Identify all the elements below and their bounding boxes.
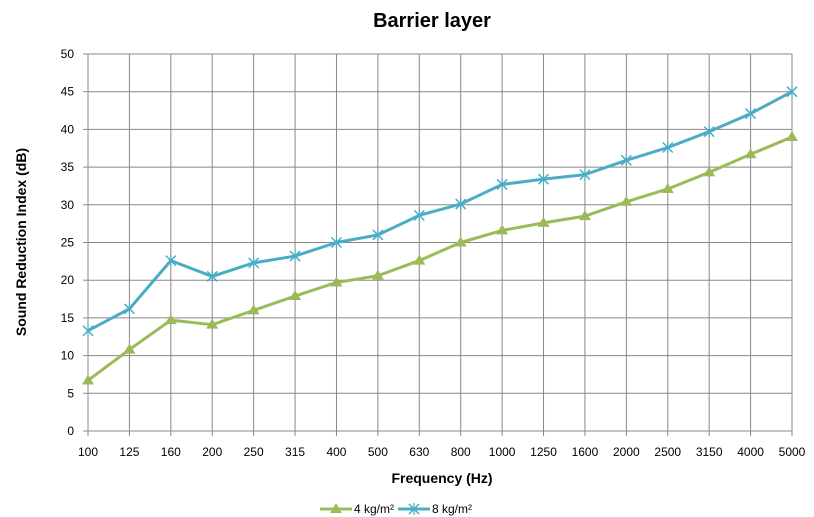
- data-point-x: [123, 302, 135, 315]
- series-line: [87, 135, 793, 382]
- grid-lines: [83, 53, 793, 436]
- series-lines: [82, 85, 798, 385]
- series-line: [87, 90, 793, 333]
- x-tick-label: 500: [368, 445, 388, 459]
- legend: 4 kg/m² 8 kg/m²: [320, 502, 472, 516]
- x-tick-label: 3150: [696, 445, 723, 459]
- data-point-x: [413, 209, 425, 222]
- x-tick-label: 400: [326, 445, 346, 459]
- y-tick-label: 10: [61, 349, 75, 363]
- x-tick-label: 1600: [572, 445, 599, 459]
- data-point-triangle: [123, 343, 136, 354]
- data-point-triangle: [164, 314, 177, 325]
- data-point-triangle: [454, 236, 467, 247]
- x-tick-label: 315: [285, 445, 305, 459]
- y-tick-label: 45: [61, 85, 75, 99]
- y-tick-label: 30: [61, 198, 75, 212]
- data-point-x: [206, 270, 218, 283]
- legend-item: 4 kg/m²: [320, 502, 394, 516]
- data-point-x: [745, 107, 757, 120]
- x-axis-ticks: 100 125 160 200 250 315 400 500 630 800 1000 1250 16…: [78, 445, 806, 459]
- data-point-triangle: [744, 148, 757, 159]
- y-tick-label: 25: [61, 236, 75, 250]
- y-tick-label: 5: [67, 386, 74, 400]
- y-axis-ticks: 0 5 10 15 20 25 30 35 40 45 50: [61, 47, 75, 438]
- data-point-x: [496, 178, 508, 191]
- y-tick-label: 20: [61, 273, 75, 287]
- data-point-triangle: [247, 304, 260, 315]
- data-point-triangle: [661, 182, 674, 193]
- data-point-x: [408, 503, 420, 515]
- data-point-x: [330, 236, 343, 249]
- series-1: [82, 130, 798, 385]
- y-tick-label: 50: [61, 47, 75, 61]
- y-tick-label: 0: [67, 424, 74, 438]
- data-point-triangle: [371, 269, 384, 280]
- data-point-x: [662, 141, 674, 154]
- data-point-triangle: [786, 130, 798, 141]
- x-tick-label: 2000: [613, 445, 640, 459]
- x-tick-label: 630: [409, 445, 429, 459]
- legend-label: 4 kg/m²: [354, 502, 394, 516]
- x-axis-label: Frequency (Hz): [391, 470, 492, 486]
- data-point-triangle: [206, 318, 219, 329]
- x-tick-label: 5000: [779, 445, 806, 459]
- data-point-triangle: [82, 374, 94, 385]
- x-tick-label: 2500: [654, 445, 681, 459]
- data-point-triangle: [703, 166, 716, 177]
- y-tick-label: 35: [61, 160, 75, 174]
- data-point-triangle: [330, 276, 343, 287]
- x-tick-label: 1250: [530, 445, 557, 459]
- data-point-triangle: [496, 224, 509, 235]
- series-2: [82, 85, 798, 337]
- x-tick-label: 4000: [737, 445, 764, 459]
- x-tick-label: 1000: [489, 445, 516, 459]
- y-axis-label: Sound Reduction Index (dB): [13, 148, 29, 336]
- x-tick-label: 250: [244, 445, 264, 459]
- data-point-x: [372, 228, 384, 241]
- y-tick-label: 40: [61, 122, 75, 136]
- data-point-triangle: [330, 503, 342, 513]
- data-point-x: [620, 154, 632, 167]
- x-tick-label: 800: [451, 445, 471, 459]
- data-point-x: [165, 254, 177, 267]
- data-point-x: [579, 168, 591, 181]
- data-point-triangle: [413, 254, 426, 265]
- chart-title: Barrier layer: [373, 10, 491, 32]
- x-tick-label: 100: [78, 445, 98, 459]
- data-point-x: [82, 324, 94, 337]
- data-point-triangle: [537, 216, 550, 227]
- data-point-x: [537, 173, 550, 186]
- data-point-triangle: [620, 195, 633, 206]
- x-tick-label: 160: [161, 445, 181, 459]
- legend-label: 8 kg/m²: [432, 502, 472, 516]
- legend-item: 8 kg/m²: [398, 502, 472, 516]
- x-tick-label: 200: [202, 445, 222, 459]
- x-tick-label: 125: [119, 445, 139, 459]
- data-point-x: [786, 85, 798, 98]
- y-tick-label: 15: [61, 311, 75, 325]
- data-point-x: [289, 250, 301, 263]
- data-point-triangle: [578, 210, 591, 221]
- data-point-x: [703, 125, 715, 138]
- data-point-triangle: [289, 290, 302, 301]
- data-point-x: [455, 198, 467, 211]
- data-point-x: [248, 256, 260, 269]
